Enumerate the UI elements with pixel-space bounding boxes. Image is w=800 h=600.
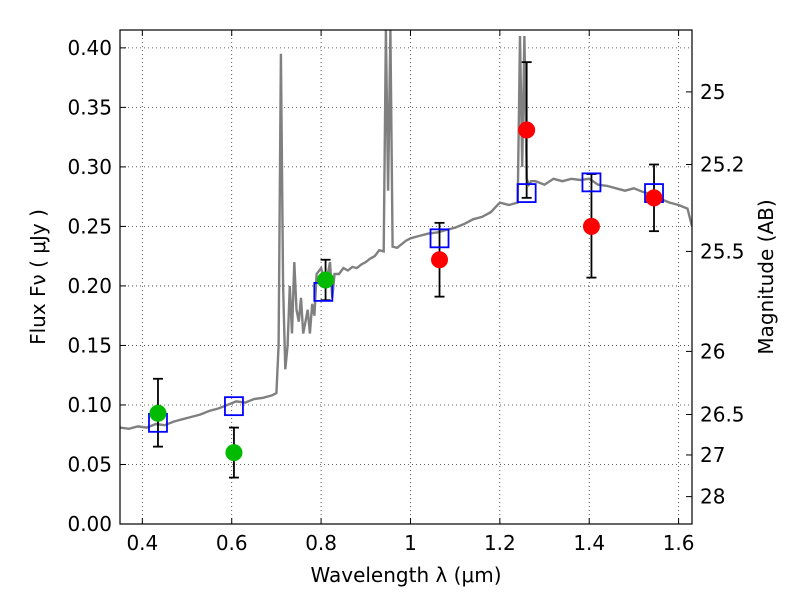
- photometry-circle-marker: [149, 404, 167, 422]
- y-tick-label: 0.35: [67, 95, 112, 119]
- photometry-circle-marker: [645, 189, 663, 207]
- photometry-circle-marker: [582, 217, 600, 235]
- x-tick-label: 1.2: [484, 531, 516, 555]
- axis-ticks: 0.4 0.6 0.8 1 1.2 1.4 1.6 0.00 0.05 0.10 0.15 0.20 0…: [67, 30, 745, 555]
- y2-tick-label: 26: [700, 339, 725, 363]
- y-tick-label: 0.30: [67, 155, 112, 179]
- x-tick-label: 0.6: [216, 531, 248, 555]
- x-axis-title: Wavelength λ (μm): [310, 563, 501, 587]
- y-tick-label: 0.00: [67, 512, 112, 536]
- y-axis-title: Flux Fν ( μJy ): [26, 209, 50, 345]
- x-tick-label: 0.4: [126, 531, 158, 555]
- y2-tick-label: 25.2: [700, 153, 745, 177]
- y-tick-label: 0.25: [67, 214, 112, 238]
- photometry-circle-marker: [518, 121, 536, 139]
- y2-tick-label: 26.5: [700, 402, 745, 426]
- photometry-square-marker: [581, 172, 602, 193]
- photometry-circle-marker: [225, 444, 243, 462]
- x-tick-label: 1: [404, 531, 417, 555]
- x-tick-label: 1.4: [573, 531, 605, 555]
- photometry-circle-marker: [317, 271, 335, 289]
- y-tick-label: 0.15: [67, 333, 112, 357]
- y2-axis-title: Magnitude (AB): [754, 199, 778, 354]
- photometry-square-marker: [429, 228, 450, 249]
- model-spectrum-line: [120, 30, 692, 431]
- photometry-circle-marker: [431, 251, 449, 269]
- photometry-square-marker: [224, 396, 244, 417]
- y2-tick-label: 27: [700, 443, 725, 467]
- x-tick-label: 1.6: [663, 531, 695, 555]
- y-tick-label: 0.40: [67, 36, 112, 60]
- y2-tick-label: 28: [700, 485, 725, 509]
- y2-tick-label: 25: [700, 80, 725, 104]
- y-tick-label: 0.05: [67, 452, 112, 476]
- plot-frame: [119, 29, 693, 525]
- grid: [120, 30, 692, 525]
- photometry-square-marker: [516, 183, 537, 203]
- y2-tick-label: 25.5: [700, 239, 745, 263]
- plot-area: [120, 30, 692, 479]
- y-tick-label: 0.20: [67, 274, 112, 298]
- x-tick-label: 0.8: [305, 531, 337, 555]
- y-tick-label: 0.10: [67, 393, 112, 417]
